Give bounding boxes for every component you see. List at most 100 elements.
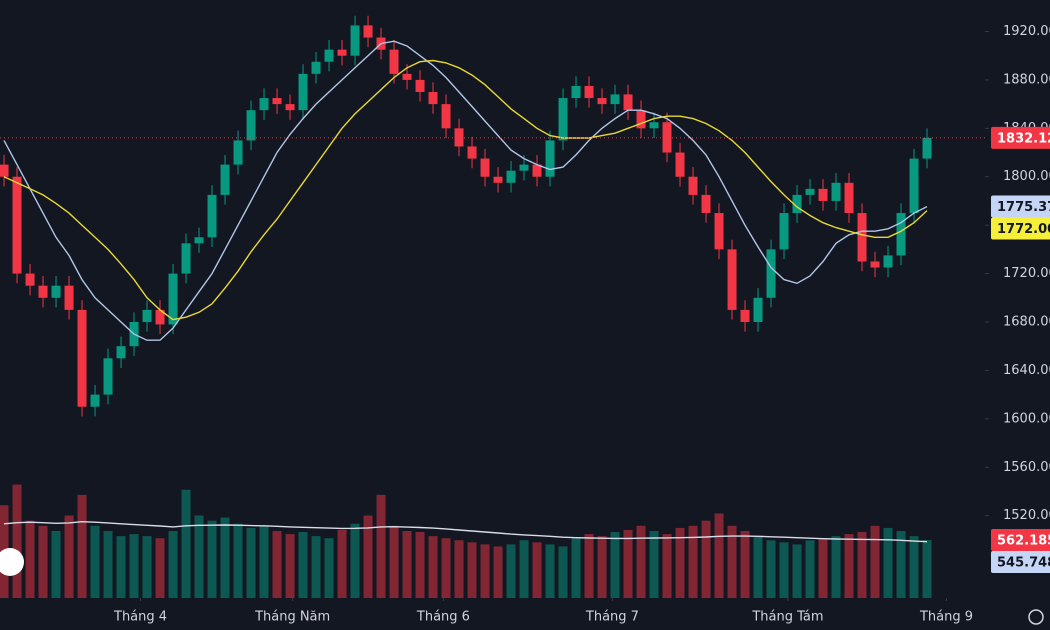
candle-body <box>207 194 217 238</box>
x-tick-label: Tháng Năm <box>254 610 330 625</box>
candle-body <box>194 237 204 244</box>
volume-bar <box>285 534 295 598</box>
candle-body <box>467 146 477 159</box>
candle-body <box>337 49 347 56</box>
volume-bar <box>64 515 74 598</box>
candle-body <box>142 309 152 322</box>
candle-body <box>766 249 776 298</box>
volume-bar <box>246 527 256 598</box>
volume-bar <box>155 538 165 598</box>
volume-bar <box>311 536 321 598</box>
candle-body <box>428 92 438 105</box>
candle-body <box>571 85 581 99</box>
y-tick-label: 1640.00 <box>1003 363 1050 378</box>
volume-bar <box>181 489 191 598</box>
volume-bar <box>207 520 217 598</box>
volume-bar <box>220 517 230 598</box>
candle-body <box>805 188 815 195</box>
volume-bar <box>636 525 646 598</box>
volume-bar <box>142 536 152 598</box>
candle-body <box>220 164 230 195</box>
volume-bar <box>909 536 919 598</box>
price-marker-label: 1775.37 <box>997 200 1050 215</box>
candle-body <box>922 137 932 159</box>
candle-body <box>753 297 763 322</box>
candle-body <box>233 140 243 165</box>
x-tick-label: Tháng 7 <box>585 610 639 625</box>
volume-bar <box>38 525 48 598</box>
candle-body <box>363 25 373 38</box>
volume-bar <box>688 525 698 598</box>
candle-body <box>883 255 893 268</box>
candle-body <box>493 176 503 183</box>
volume-bar <box>116 536 126 598</box>
volume-bar <box>701 520 711 598</box>
candle-body <box>51 285 61 298</box>
candle-body <box>389 49 399 74</box>
x-tick-label: Tháng 4 <box>113 610 167 625</box>
moving-average-line <box>3 520 928 543</box>
volume-bar <box>454 540 464 598</box>
candle-body <box>779 213 789 250</box>
candle-body <box>324 49 334 62</box>
price-axis: 1520.00 1560.00 1600.00 1640.00 1680.00 1720.… <box>113 24 1050 625</box>
y-tick-label: 1800.00 <box>1003 169 1050 184</box>
volume-bar <box>792 544 802 598</box>
candle-body <box>688 176 698 195</box>
candle-body <box>77 309 87 407</box>
candle-body <box>246 110 256 141</box>
volume-bar <box>25 520 35 598</box>
candle-body <box>636 110 646 129</box>
candle-body <box>519 164 529 171</box>
volume-bar <box>506 544 516 598</box>
volume-bar <box>168 530 178 598</box>
candle-body <box>545 140 555 177</box>
volume-bar <box>844 534 854 598</box>
candle-body <box>415 79 425 92</box>
volume-bar <box>805 540 815 598</box>
volume-bar <box>766 540 776 598</box>
y-tick-label: 1520.00 <box>1003 508 1050 523</box>
volume-bar <box>753 536 763 598</box>
volume-bar <box>298 532 308 598</box>
volume-bar <box>363 515 373 598</box>
candle-body <box>480 158 490 177</box>
candle-body <box>584 85 594 99</box>
y-tick-label: 1680.00 <box>1003 315 1050 330</box>
settings-icon[interactable] <box>1028 609 1044 625</box>
candle-body <box>12 176 22 274</box>
x-tick-label: Tháng Tám <box>751 610 823 625</box>
volume-bar <box>649 530 659 598</box>
candle-body <box>506 170 516 183</box>
candle-body <box>155 309 165 325</box>
candle-body <box>181 243 191 274</box>
volume-bar <box>922 540 932 598</box>
price-marker-label: 562.185 <box>997 534 1050 549</box>
volume-bar <box>610 532 620 598</box>
moving-average-line <box>3 40 928 341</box>
volume-bar <box>129 534 139 598</box>
volume-bar <box>662 534 672 598</box>
volume-bar <box>12 484 22 598</box>
volume-bar <box>818 538 828 598</box>
volume-bar <box>51 530 61 598</box>
x-tick-label: Tháng 6 <box>416 610 470 625</box>
volume-bar <box>857 532 867 598</box>
price-marker <box>991 217 1050 240</box>
y-tick-label: 1560.00 <box>1003 460 1050 475</box>
y-tick-label: 1920.00 <box>1003 24 1050 39</box>
volume-bar <box>233 523 243 598</box>
candle-body <box>103 358 113 395</box>
candle-body <box>64 285 74 310</box>
candle-body <box>909 158 919 214</box>
candle-body <box>610 94 620 105</box>
candle-body <box>818 188 828 201</box>
volume-bar <box>480 544 490 598</box>
moving-average-line <box>3 59 928 321</box>
volume-bar <box>337 529 347 598</box>
candle-body <box>311 61 321 74</box>
volume-bar <box>259 525 269 598</box>
candle-body <box>727 249 737 310</box>
volume-bar <box>415 532 425 598</box>
volume-bar <box>597 536 607 598</box>
